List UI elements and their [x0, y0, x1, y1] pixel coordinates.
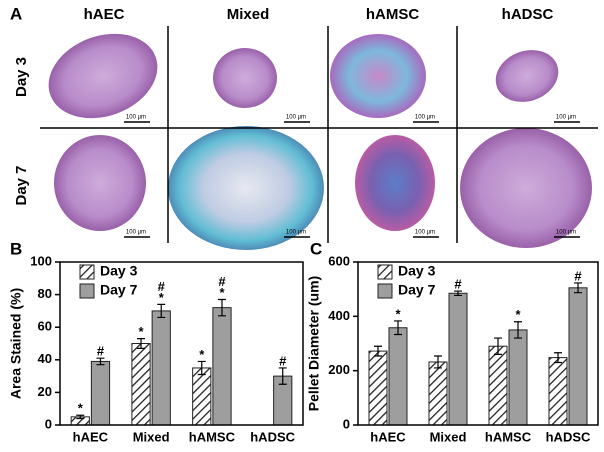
x-tick-label: hADSC — [250, 429, 295, 444]
error-bar — [374, 345, 382, 357]
y-tick-label: 0 — [45, 416, 52, 431]
bar — [428, 361, 448, 426]
x-tick-label: Mixed — [133, 429, 170, 444]
significance-marker: * — [219, 285, 225, 300]
scale-bar-label: 100 µm — [415, 230, 435, 236]
bar — [90, 360, 111, 426]
error-bar — [157, 303, 166, 319]
bar — [131, 343, 151, 426]
bar — [388, 327, 408, 426]
panel-label: A — [10, 4, 22, 23]
bar — [212, 307, 232, 426]
significance-marker: # — [574, 268, 582, 283]
error-bar — [574, 282, 582, 294]
panel-label: C — [310, 239, 322, 258]
significance-marker: * — [159, 290, 165, 305]
column-header: hAEC — [84, 6, 125, 23]
scale-bar-label: 100 µm — [556, 115, 576, 121]
legend-label: Day 3 — [398, 263, 436, 279]
error-bar — [96, 357, 105, 366]
legend-label: Day 3 — [100, 263, 138, 279]
column-header: hADSC — [502, 6, 554, 23]
significance-marker: * — [395, 306, 401, 321]
x-tick-label: hAMSC — [189, 429, 236, 444]
significance-marker: * — [138, 324, 144, 339]
tissue-section — [460, 128, 592, 248]
error-bar — [76, 414, 85, 420]
y-tick-label: 0 — [343, 416, 350, 431]
panel-label: B — [10, 239, 22, 258]
error-bar — [394, 320, 402, 336]
legend-label: Day 7 — [100, 282, 138, 298]
scale-bar-label: 100 µm — [286, 230, 306, 236]
scale-bar-label: 100 µm — [415, 115, 435, 121]
x-tick-label: hAEC — [73, 429, 109, 444]
y-axis-label: Area Stained (%) — [8, 288, 24, 399]
bar — [448, 292, 468, 426]
bar — [151, 310, 171, 426]
significance-marker: * — [199, 347, 205, 362]
x-tick-label: Mixed — [430, 429, 467, 444]
x-tick-label: hAEC — [370, 429, 406, 444]
legend-swatch — [377, 264, 393, 280]
significance-marker: * — [78, 401, 84, 416]
tissue-section — [330, 34, 426, 118]
error-bar — [137, 338, 146, 349]
error-bar — [554, 352, 562, 364]
tissue-section — [355, 135, 435, 231]
column-header: Mixed — [227, 6, 270, 23]
significance-marker: # — [279, 353, 287, 368]
plot-frame — [357, 261, 599, 426]
bar — [368, 350, 388, 426]
y-tick-label: 20 — [38, 384, 52, 399]
bar — [488, 345, 508, 426]
significance-marker: # — [454, 277, 462, 292]
legend-swatch — [79, 283, 95, 299]
y-tick-label: 100 — [30, 253, 52, 268]
y-tick-label: 200 — [328, 362, 350, 377]
legend-swatch — [79, 264, 95, 280]
y-tick-label: 60 — [38, 319, 52, 334]
y-tick-label: 80 — [38, 286, 52, 301]
error-bar — [454, 290, 462, 297]
x-tick-label: hAMSC — [485, 429, 532, 444]
bar — [192, 367, 212, 426]
error-bar — [514, 321, 522, 339]
bar — [568, 287, 588, 426]
significance-marker: # — [97, 344, 105, 359]
x-tick-label: hADSC — [546, 429, 591, 444]
tissue-section — [48, 33, 158, 119]
significance-marker: * — [515, 307, 521, 322]
y-tick-label: 40 — [38, 351, 52, 366]
y-axis-label: Pellet Diameter (um) — [306, 276, 322, 411]
scale-bar-label: 100 µm — [126, 230, 146, 236]
significance-marker: # — [158, 279, 166, 294]
plot-frame — [59, 261, 304, 426]
row-label: Day 7 — [13, 165, 30, 205]
bar — [548, 357, 568, 426]
y-tick-label: 600 — [328, 253, 350, 268]
error-bar — [434, 355, 442, 369]
legend-swatch — [377, 283, 393, 299]
column-header: hAMSC — [366, 6, 419, 23]
y-tick-label: 400 — [328, 308, 350, 323]
bar — [508, 329, 528, 426]
scale-bar-label: 100 µm — [556, 230, 576, 236]
error-bar — [197, 360, 206, 376]
error-bar — [278, 367, 287, 385]
legend-label: Day 7 — [398, 282, 436, 298]
row-label: Day 3 — [13, 57, 30, 97]
tissue-section — [495, 50, 559, 102]
error-bar — [217, 298, 226, 317]
tissue-section — [213, 48, 277, 108]
scale-bar-label: 100 µm — [126, 115, 146, 121]
tissue-section — [54, 135, 146, 231]
scale-bar-label: 100 µm — [286, 115, 306, 121]
significance-marker: # — [218, 274, 226, 289]
tissue-section — [168, 126, 324, 250]
error-bar — [494, 337, 502, 355]
